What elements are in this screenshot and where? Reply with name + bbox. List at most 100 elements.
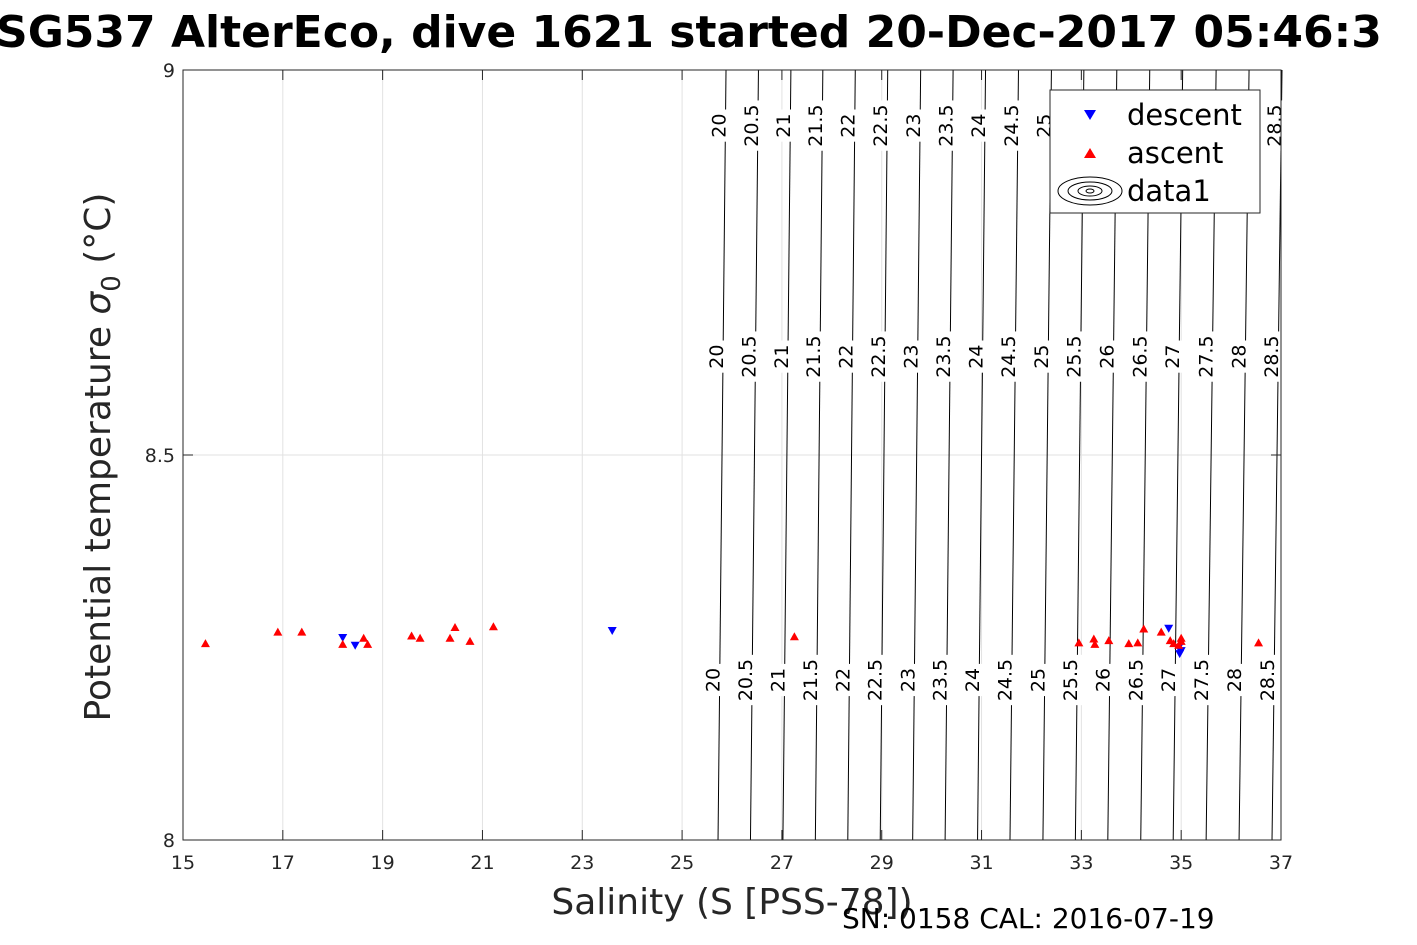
contour-label-bg: [709, 340, 728, 373]
ascent-point: [273, 627, 283, 636]
contour-label-bg: [1100, 340, 1119, 373]
contour-label: 24: [966, 345, 988, 369]
contour-label-bg: [742, 331, 761, 382]
contour-label-bg: [901, 663, 920, 697]
contour-label: 26: [1093, 668, 1115, 692]
contour-label-bg: [998, 654, 1017, 706]
contour-label-bg: [1096, 663, 1115, 697]
contour-line-20: [717, 69, 727, 841]
ascent-point: [1254, 638, 1264, 647]
contour-label-bg: [939, 100, 958, 151]
contour-label-bg: [1162, 663, 1181, 697]
contour-label-bg: [809, 100, 828, 151]
ascent-point: [1104, 636, 1114, 645]
contour-label: 20.5: [741, 104, 763, 146]
contour-label: 26: [1096, 345, 1118, 369]
axis-ticks: [182, 69, 1282, 841]
contour-label: 23.5: [935, 104, 957, 146]
contour-label-bg: [907, 109, 926, 142]
ascent-point: [415, 633, 425, 642]
contour-label: 24: [962, 668, 984, 692]
descent-point: [1176, 647, 1186, 656]
contour-label: 20: [703, 668, 725, 692]
contour-label: 24.5: [1001, 104, 1023, 146]
ascent-point: [1089, 634, 1099, 643]
contour-label: 28.5: [1261, 335, 1283, 377]
contour-label: 22: [838, 114, 860, 138]
contour-label-bg: [1004, 100, 1023, 151]
y-axis-label: Potential temperature σ0 (°C): [78, 193, 127, 722]
contour-label: 20.5: [735, 659, 757, 701]
contour-label-bg: [1129, 654, 1148, 706]
legend-data1-label: data1: [1127, 174, 1211, 208]
contour-label-bg: [1232, 340, 1251, 373]
contour-labels: 20 20 20.5 20.5 21 21 21.5 21.5 22 22 22.5 22.5 23 23…: [703, 100, 1287, 706]
contour-line-24.5: [1009, 69, 1019, 841]
contour-line-22: [847, 69, 856, 841]
legend-descent-marker: [1084, 110, 1096, 120]
contour-label: 22: [835, 345, 857, 369]
contour-label-bg: [1002, 331, 1021, 382]
ascent-point: [1156, 627, 1166, 636]
contour-label: 22.5: [870, 104, 892, 146]
chart-title: SG537 AlterEco, dive 1621 started 20-Dec…: [0, 7, 1382, 58]
ascent-point: [338, 639, 348, 648]
contour-label: 21.5: [803, 335, 825, 377]
contour-label: 25: [1028, 668, 1050, 692]
contour-label: 25.5: [1064, 335, 1086, 377]
contour-label: 25: [1031, 345, 1053, 369]
contour-label-bg: [871, 331, 890, 382]
contour-label: 26.5: [1126, 659, 1148, 701]
descent-point: [607, 627, 617, 636]
contour-label: 21.5: [800, 659, 822, 701]
contour-label: 22.5: [868, 335, 890, 377]
contour-label-bg: [777, 109, 796, 142]
contour-label: 22.5: [865, 659, 887, 701]
x-tick-label: 25: [670, 852, 694, 874]
contour-label: 26.5: [1129, 335, 1151, 377]
contour-label: 20: [706, 345, 728, 369]
contour-label-bg: [706, 663, 725, 697]
contour-label-bg: [712, 109, 731, 142]
contour-label-bg: [933, 654, 952, 706]
ascent-point: [445, 633, 455, 642]
contour-label-bg: [774, 340, 793, 373]
contour-label-bg: [1261, 654, 1280, 706]
x-tick-label: 21: [470, 852, 494, 874]
x-tick-label: 15: [171, 852, 195, 874]
contour-label: 23.5: [930, 659, 952, 701]
contour-label: 22: [832, 668, 854, 692]
contour-label-bg: [839, 340, 858, 373]
contour-label: 21.5: [805, 104, 827, 146]
contour-label-bg: [937, 331, 956, 382]
contour-label-bg: [1265, 331, 1284, 382]
x-tick-label: 33: [1069, 852, 1093, 874]
x-tick-label: 19: [371, 852, 395, 874]
contour-label: 23: [903, 114, 925, 138]
y-tick-label: 9: [163, 60, 175, 82]
x-tick-label: 23: [570, 852, 594, 874]
x-tick-labels: 15 17 19 21 23 25 27 29 31 33 35 37: [171, 852, 1293, 874]
contour-label-bg: [874, 100, 893, 151]
contour-label: 23.5: [933, 335, 955, 377]
y-axis-label-sigma: σ: [78, 291, 119, 315]
contour-label-bg: [1268, 100, 1287, 151]
contour-label-bg: [904, 340, 923, 373]
x-tick-label: 29: [870, 852, 894, 874]
contour-label-bg: [1064, 654, 1083, 706]
contour-line-20.5: [749, 69, 759, 841]
ascent-point: [1074, 638, 1084, 647]
contour-label: 27.5: [1191, 659, 1213, 701]
contour-label-bg: [1166, 340, 1185, 373]
descent-point: [1164, 624, 1174, 633]
y-axis-label-unit: (°C): [78, 193, 119, 276]
contour-label-bg: [969, 340, 988, 373]
contour-label: 24.5: [995, 659, 1017, 701]
contour-label: 23: [901, 345, 923, 369]
legend-ascent-label: ascent: [1127, 136, 1223, 170]
y-tick-labels: 88.59: [145, 60, 175, 852]
contour-label: 27.5: [1195, 335, 1217, 377]
contour-label-bg: [966, 663, 985, 697]
footer-serial-cal: SN: 0158 CAL: 2016-07-19: [842, 902, 1215, 935]
